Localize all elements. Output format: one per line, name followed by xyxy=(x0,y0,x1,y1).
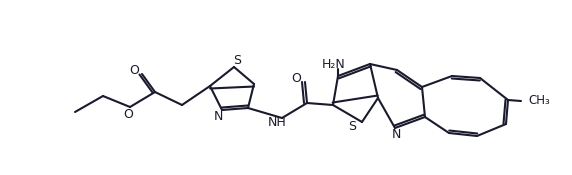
Text: NH: NH xyxy=(268,117,287,130)
Text: O: O xyxy=(291,72,301,86)
Text: H₂N: H₂N xyxy=(322,58,346,71)
Text: N: N xyxy=(391,128,401,142)
Text: CH₃: CH₃ xyxy=(528,94,550,107)
Text: S: S xyxy=(348,121,356,134)
Text: S: S xyxy=(233,54,241,68)
Text: N: N xyxy=(213,110,223,124)
Text: O: O xyxy=(129,65,139,78)
Text: O: O xyxy=(123,107,133,121)
